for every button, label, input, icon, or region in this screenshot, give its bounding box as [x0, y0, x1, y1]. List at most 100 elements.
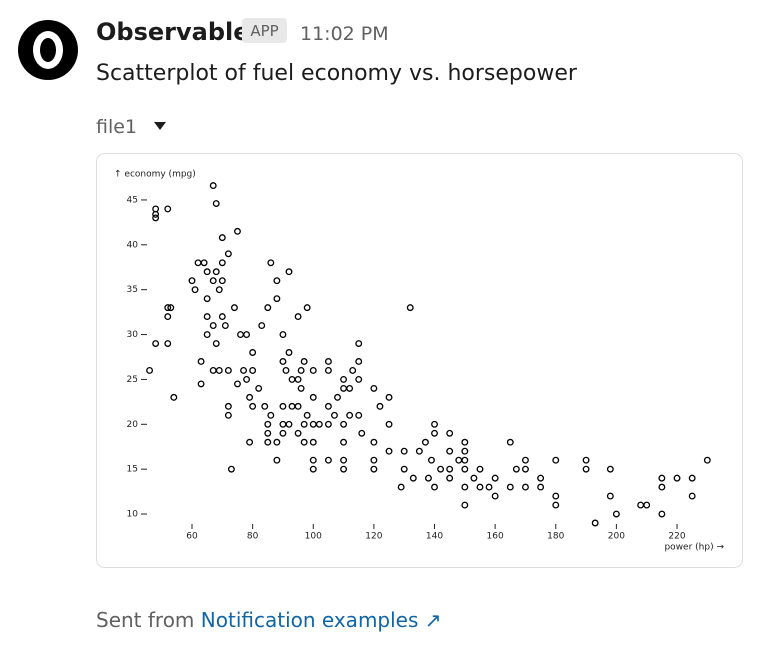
point [221, 322, 229, 330]
chart-frame [96, 153, 743, 568]
point [294, 429, 302, 437]
y-tick-label: 10 [127, 510, 139, 520]
point [188, 277, 196, 285]
point [243, 375, 251, 383]
point [285, 420, 293, 428]
app-badge: APP [250, 22, 278, 40]
point [218, 234, 226, 242]
point [461, 438, 469, 446]
x-tick-label: 120 [365, 532, 382, 542]
point [376, 402, 384, 410]
point [300, 358, 308, 365]
point [246, 393, 254, 401]
point [446, 429, 454, 437]
point [461, 483, 469, 491]
point [431, 483, 438, 491]
footer-link[interactable]: Notification examples ↗ [201, 608, 442, 632]
point [240, 366, 247, 374]
point [243, 331, 251, 339]
point [688, 474, 696, 482]
point [340, 375, 348, 383]
point [167, 304, 175, 312]
point [643, 501, 651, 509]
point [522, 456, 529, 464]
point [200, 259, 208, 267]
point [437, 465, 445, 473]
point [234, 380, 241, 388]
x-tick-label: 140 [426, 532, 443, 542]
point [191, 286, 199, 294]
point [218, 313, 226, 321]
point [324, 366, 332, 374]
point [552, 456, 560, 464]
point [512, 465, 520, 473]
x-tick-label: 60 [186, 532, 198, 542]
point [428, 456, 435, 464]
point [340, 438, 348, 446]
point [446, 447, 454, 455]
point [224, 250, 232, 258]
point [506, 483, 514, 491]
point [279, 402, 287, 410]
point [197, 380, 205, 388]
point [406, 304, 414, 312]
point [355, 375, 363, 383]
point [582, 456, 590, 464]
point [431, 420, 438, 428]
point [470, 474, 478, 482]
point [164, 205, 172, 213]
point [385, 420, 393, 428]
point [315, 420, 323, 428]
point [703, 456, 711, 464]
point [212, 200, 220, 207]
file-toggle[interactable] [154, 122, 166, 130]
point [203, 331, 211, 339]
point [258, 322, 266, 330]
y-tick-label: 20 [127, 420, 139, 430]
point [285, 349, 293, 356]
point [606, 492, 614, 500]
point [476, 465, 484, 473]
point [385, 447, 393, 455]
y-tick-label: 45 [127, 195, 138, 205]
app-badge-bg [242, 18, 287, 43]
x-tick-label: 100 [305, 532, 322, 542]
point [591, 519, 599, 527]
point [400, 465, 408, 473]
file-name[interactable]: file1 [96, 116, 137, 138]
point [552, 501, 560, 509]
point [212, 340, 220, 347]
point [209, 277, 217, 285]
point [491, 492, 499, 500]
sender-name[interactable]: Observable [96, 18, 250, 46]
point [273, 295, 281, 303]
y-axis-label: ↑ economy (mpg) [114, 170, 196, 180]
point [255, 384, 263, 392]
point [300, 438, 308, 446]
x-axis-label: power (hp) → [664, 543, 724, 553]
avatar [18, 20, 78, 80]
point [224, 411, 232, 419]
point [197, 358, 205, 365]
point [340, 465, 348, 473]
point [146, 366, 154, 374]
point [309, 393, 317, 401]
point [309, 456, 317, 464]
point [355, 358, 363, 365]
y-tick-label: 35 [127, 285, 138, 295]
point [264, 429, 272, 437]
point [309, 366, 317, 374]
point [334, 393, 341, 401]
point [582, 465, 590, 473]
point [324, 402, 332, 410]
point [658, 510, 666, 518]
point [506, 438, 514, 446]
point [224, 366, 232, 374]
point [230, 304, 238, 312]
point [331, 411, 338, 419]
timestamp[interactable]: 11:02 PM [300, 23, 389, 45]
point [297, 366, 305, 374]
point [370, 465, 378, 473]
point [397, 483, 405, 491]
point [209, 322, 217, 330]
